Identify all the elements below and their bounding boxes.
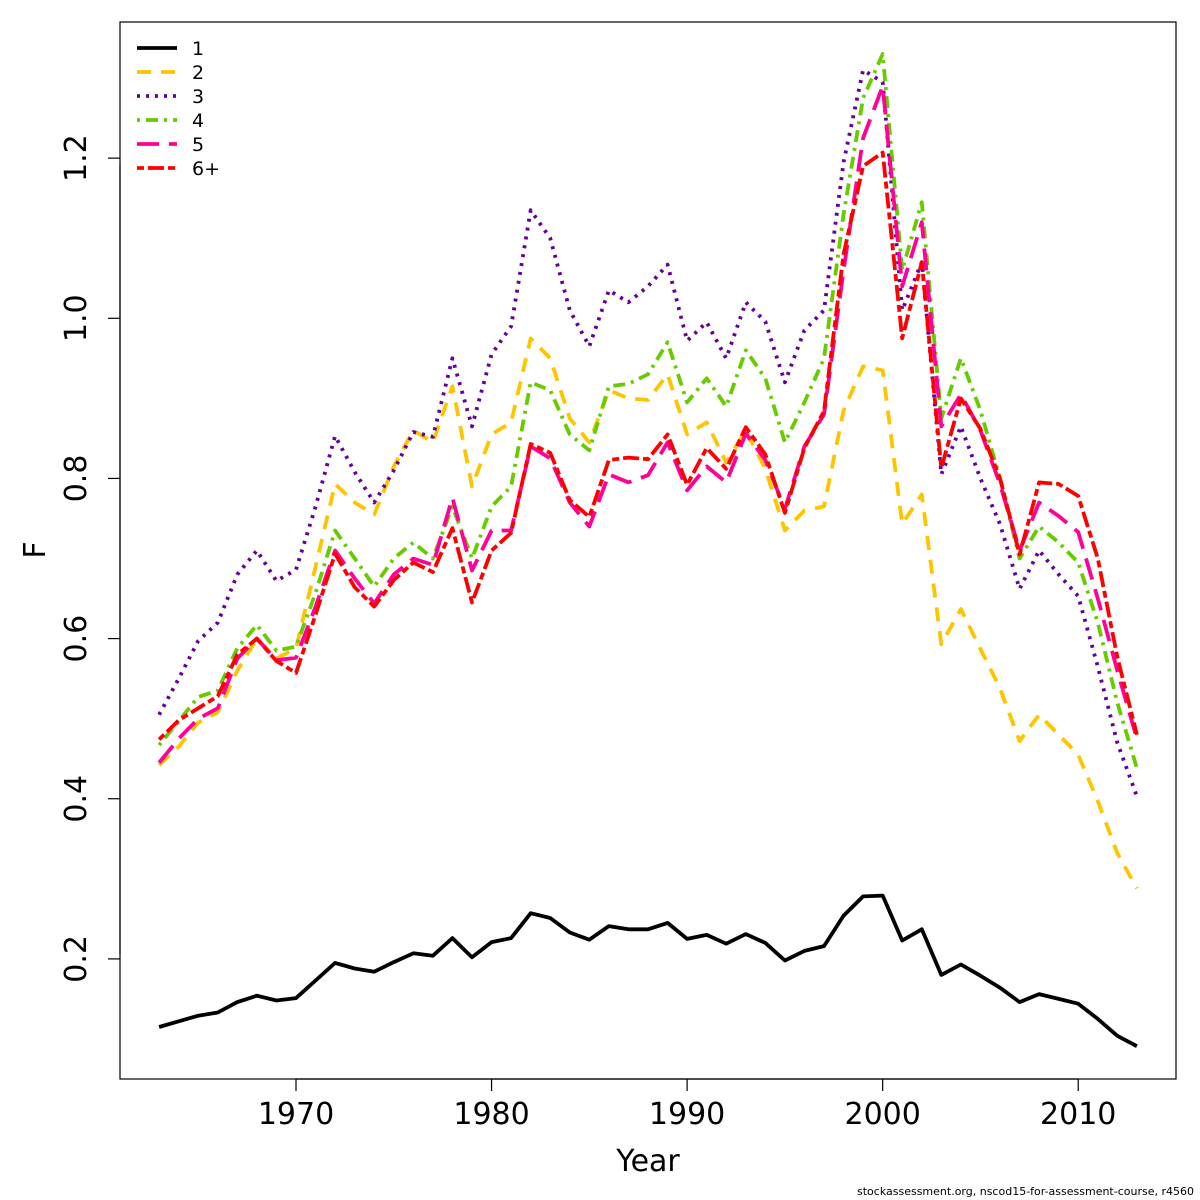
- y-tick-label: 0.2: [59, 935, 94, 983]
- legend-label: 5: [192, 134, 204, 156]
- legend-label: 4: [192, 110, 204, 132]
- x-tick-label: 2000: [844, 1097, 920, 1132]
- series-line-6: [157, 150, 1139, 741]
- series-line-4: [157, 52, 1139, 769]
- y-tick-label: 1.2: [59, 134, 94, 182]
- x-ticks: 1970 1980 1990 2000 2010: [258, 1079, 1116, 1132]
- series-lines: [157, 52, 1139, 1048]
- footer-credit: stockassessment.org, nscod15-for-assessm…: [857, 1185, 1194, 1198]
- x-axis-title: Year: [615, 1144, 680, 1179]
- legend-label: 3: [192, 86, 204, 108]
- series-line-3: [157, 68, 1139, 797]
- y-ticks: 0.2 0.4 0.6 0.8 1.0 1.2: [59, 134, 120, 983]
- x-tick-label: 1980: [453, 1097, 529, 1132]
- y-axis-title: F: [18, 541, 53, 558]
- y-tick-label: 1.0: [59, 294, 94, 342]
- series-line-2: [157, 336, 1139, 890]
- legend-label: 2: [192, 62, 204, 84]
- series-line-5: [157, 84, 1139, 764]
- x-tick-label: 1970: [258, 1097, 334, 1132]
- plot-frame: [119, 21, 1177, 1080]
- y-tick-label: 0.8: [59, 455, 94, 503]
- series-line-1: [158, 893, 1138, 1048]
- x-tick-label: 1990: [649, 1097, 725, 1132]
- legend-label: 6+: [192, 158, 220, 180]
- y-tick-label: 0.6: [59, 615, 94, 663]
- x-tick-label: 2010: [1040, 1097, 1116, 1132]
- legend-label: 1: [192, 38, 204, 60]
- y-tick-label: 0.4: [59, 775, 94, 823]
